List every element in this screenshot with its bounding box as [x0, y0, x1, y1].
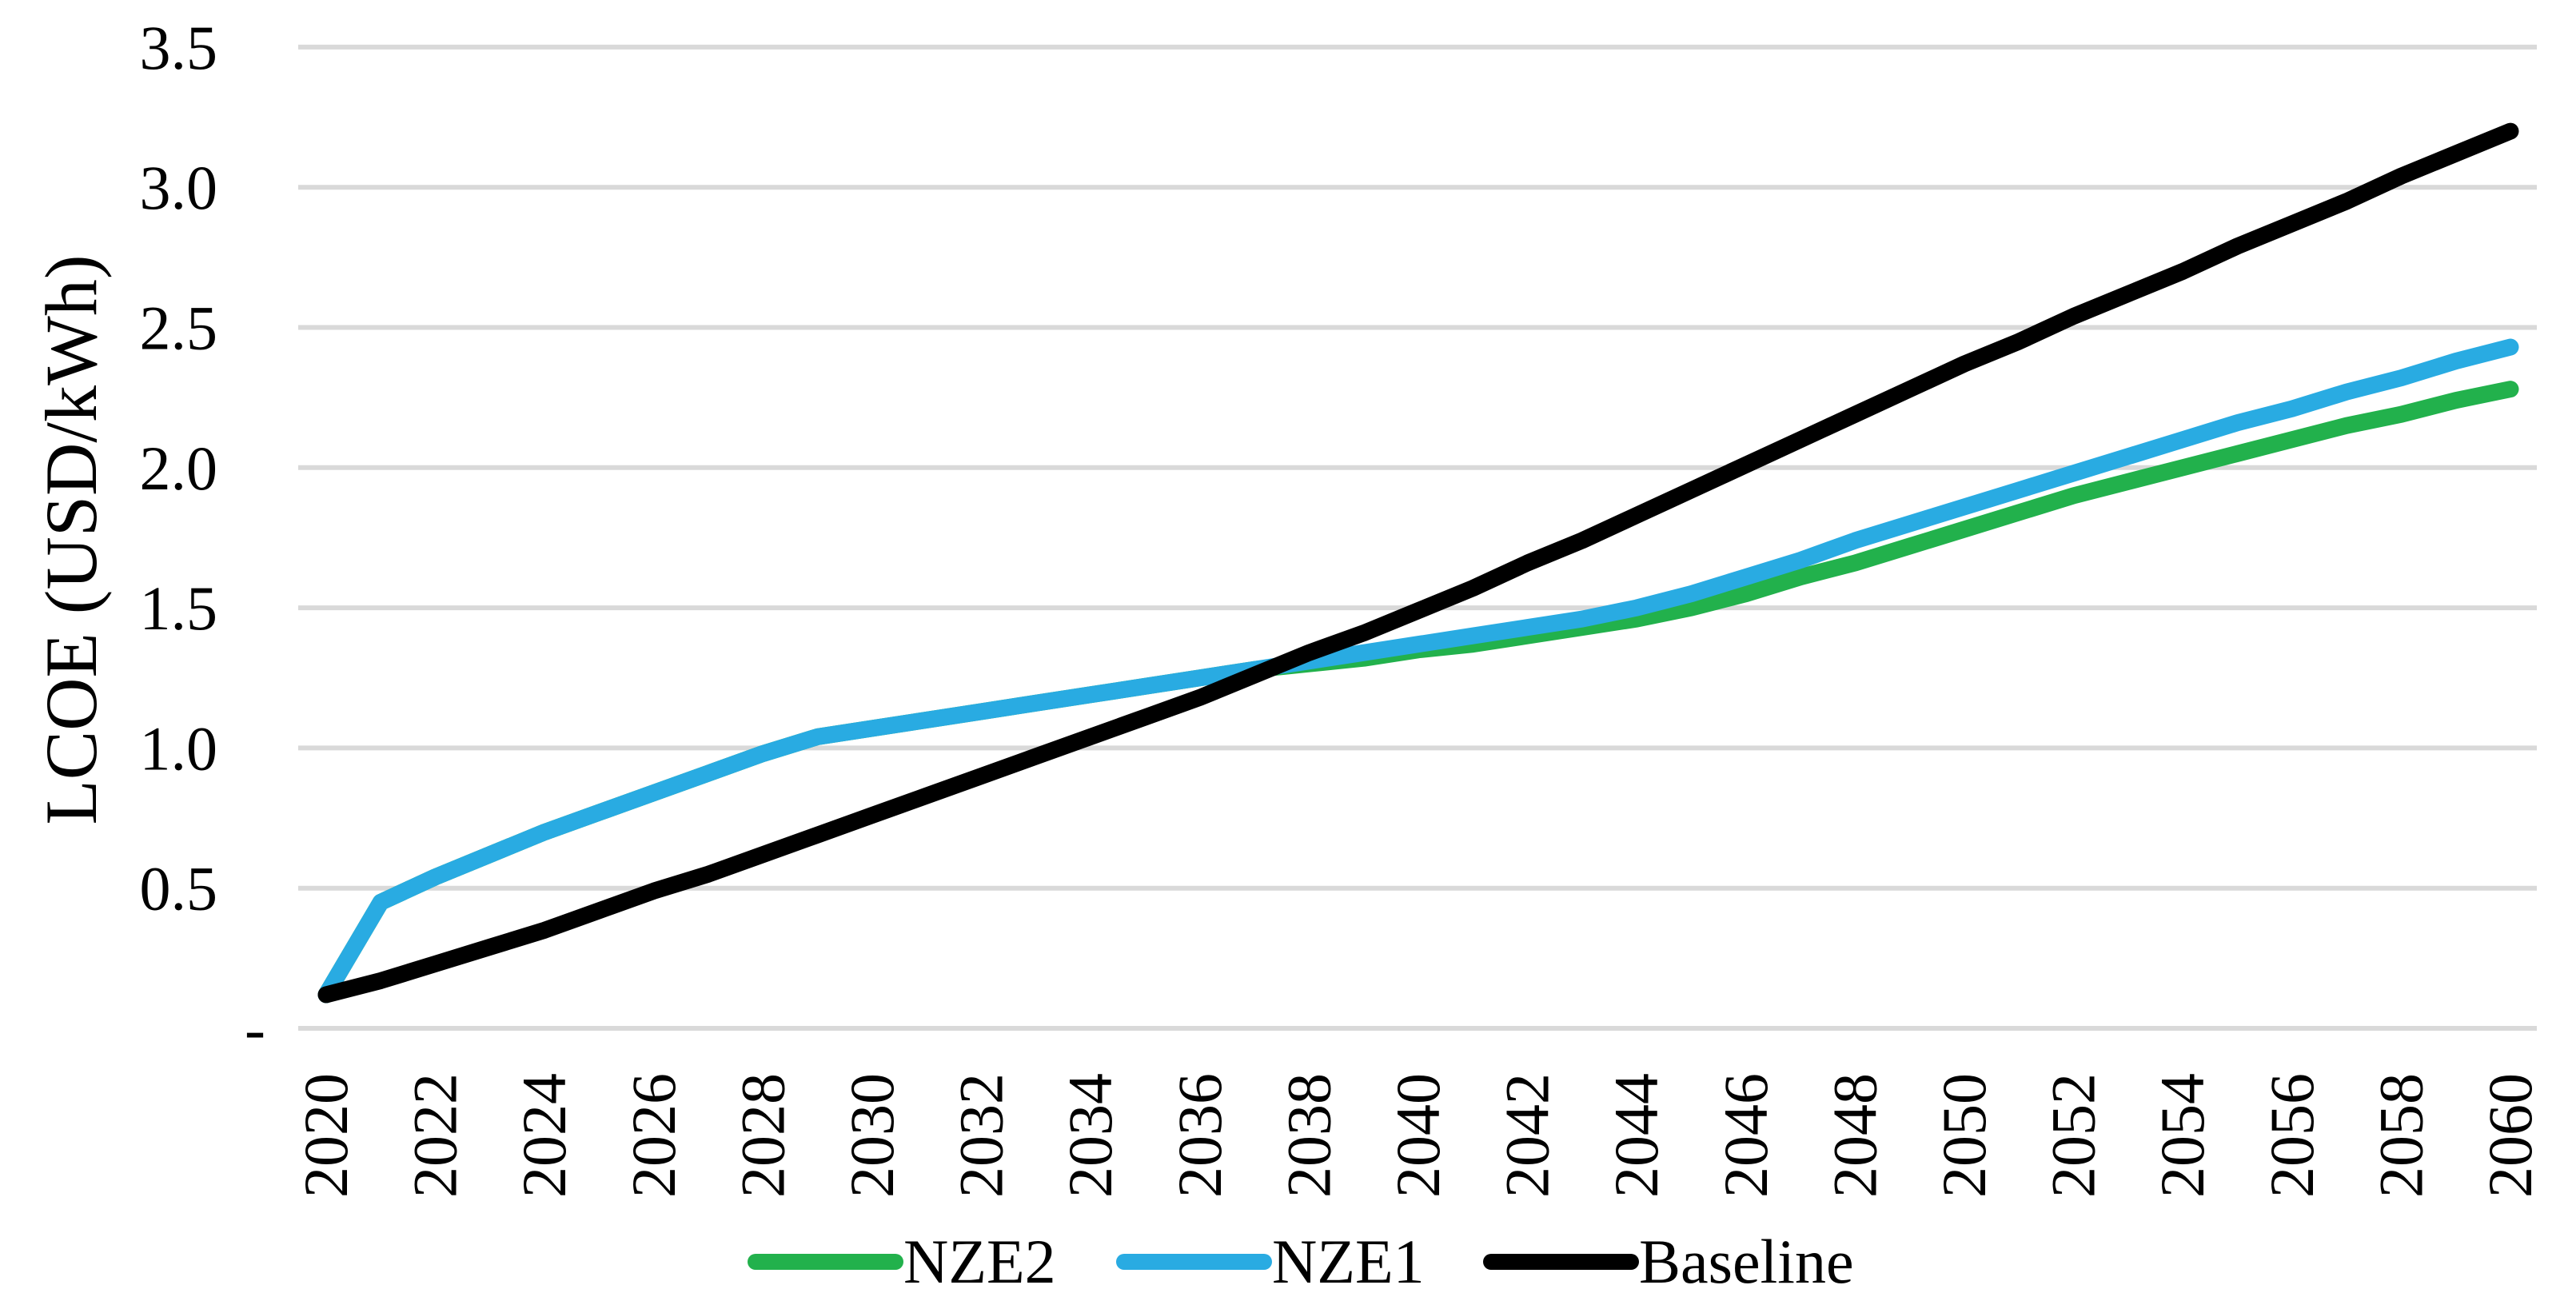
y-tick-label: - [245, 994, 265, 1064]
legend-label: NZE1 [1272, 1227, 1425, 1296]
legend-label: NZE2 [903, 1227, 1056, 1296]
y-tick-label: 0.5 [140, 854, 218, 924]
y-tick-label: 1.5 [140, 573, 218, 643]
y-tick-label: 3.5 [140, 13, 218, 82]
series-line-nze2 [317, 381, 2519, 1004]
legend-item-nze2: NZE2 [748, 1227, 1056, 1296]
y-tick-label: 2.0 [140, 433, 218, 503]
x-tick-label: 2032 [947, 1073, 1016, 1198]
x-tick-label: 2036 [1165, 1073, 1234, 1198]
x-tick-label: 2030 [837, 1073, 907, 1198]
x-axis-tick-labels: 2020 2022 2024 2026 2028 2030 2032 2034 2036 2038… [291, 1073, 2545, 1198]
x-tick-label: 2020 [291, 1073, 361, 1198]
x-tick-label: 2040 [1383, 1073, 1453, 1198]
y-tick-label: 1.0 [140, 713, 218, 783]
legend: NZE2 NZE1 Baseline [748, 1227, 1854, 1296]
x-tick-label: 2052 [2039, 1073, 2108, 1198]
y-tick-label: 3.0 [140, 153, 218, 222]
legend-item-nze1: NZE1 [1116, 1227, 1425, 1296]
y-tick-label: 2.5 [140, 293, 218, 363]
series-line-nze1 [317, 338, 2519, 1004]
x-tick-label: 2048 [1820, 1073, 1889, 1198]
y-axis-tick-labels: -0.5 1.0 1.5 2.0 2.5 3.0 3.5 [140, 13, 266, 1064]
y-axis-title: LCOE (USD/kWh) [30, 255, 112, 825]
x-tick-label: 2060 [2475, 1073, 2545, 1198]
x-tick-label: 2034 [1055, 1073, 1125, 1198]
x-tick-label: 2038 [1274, 1073, 1343, 1198]
series-line-baseline [317, 122, 2519, 1004]
x-tick-label: 2046 [1711, 1073, 1780, 1198]
x-tick-label: 2026 [619, 1073, 688, 1198]
series-lines [317, 122, 2519, 1004]
x-tick-label: 2050 [1929, 1073, 1999, 1198]
x-tick-label: 2024 [509, 1073, 579, 1198]
x-tick-label: 2028 [728, 1073, 797, 1198]
x-tick-label: 2058 [2366, 1073, 2435, 1198]
x-tick-label: 2022 [401, 1073, 470, 1198]
x-tick-label: 2042 [1493, 1073, 1562, 1198]
legend-label: Baseline [1639, 1227, 1854, 1296]
legend-item-baseline: Baseline [1483, 1227, 1854, 1296]
gridlines [298, 44, 2537, 1031]
x-tick-label: 2044 [1601, 1073, 1671, 1198]
x-tick-label: 2056 [2257, 1073, 2327, 1198]
x-tick-label: 2054 [2147, 1073, 2217, 1198]
